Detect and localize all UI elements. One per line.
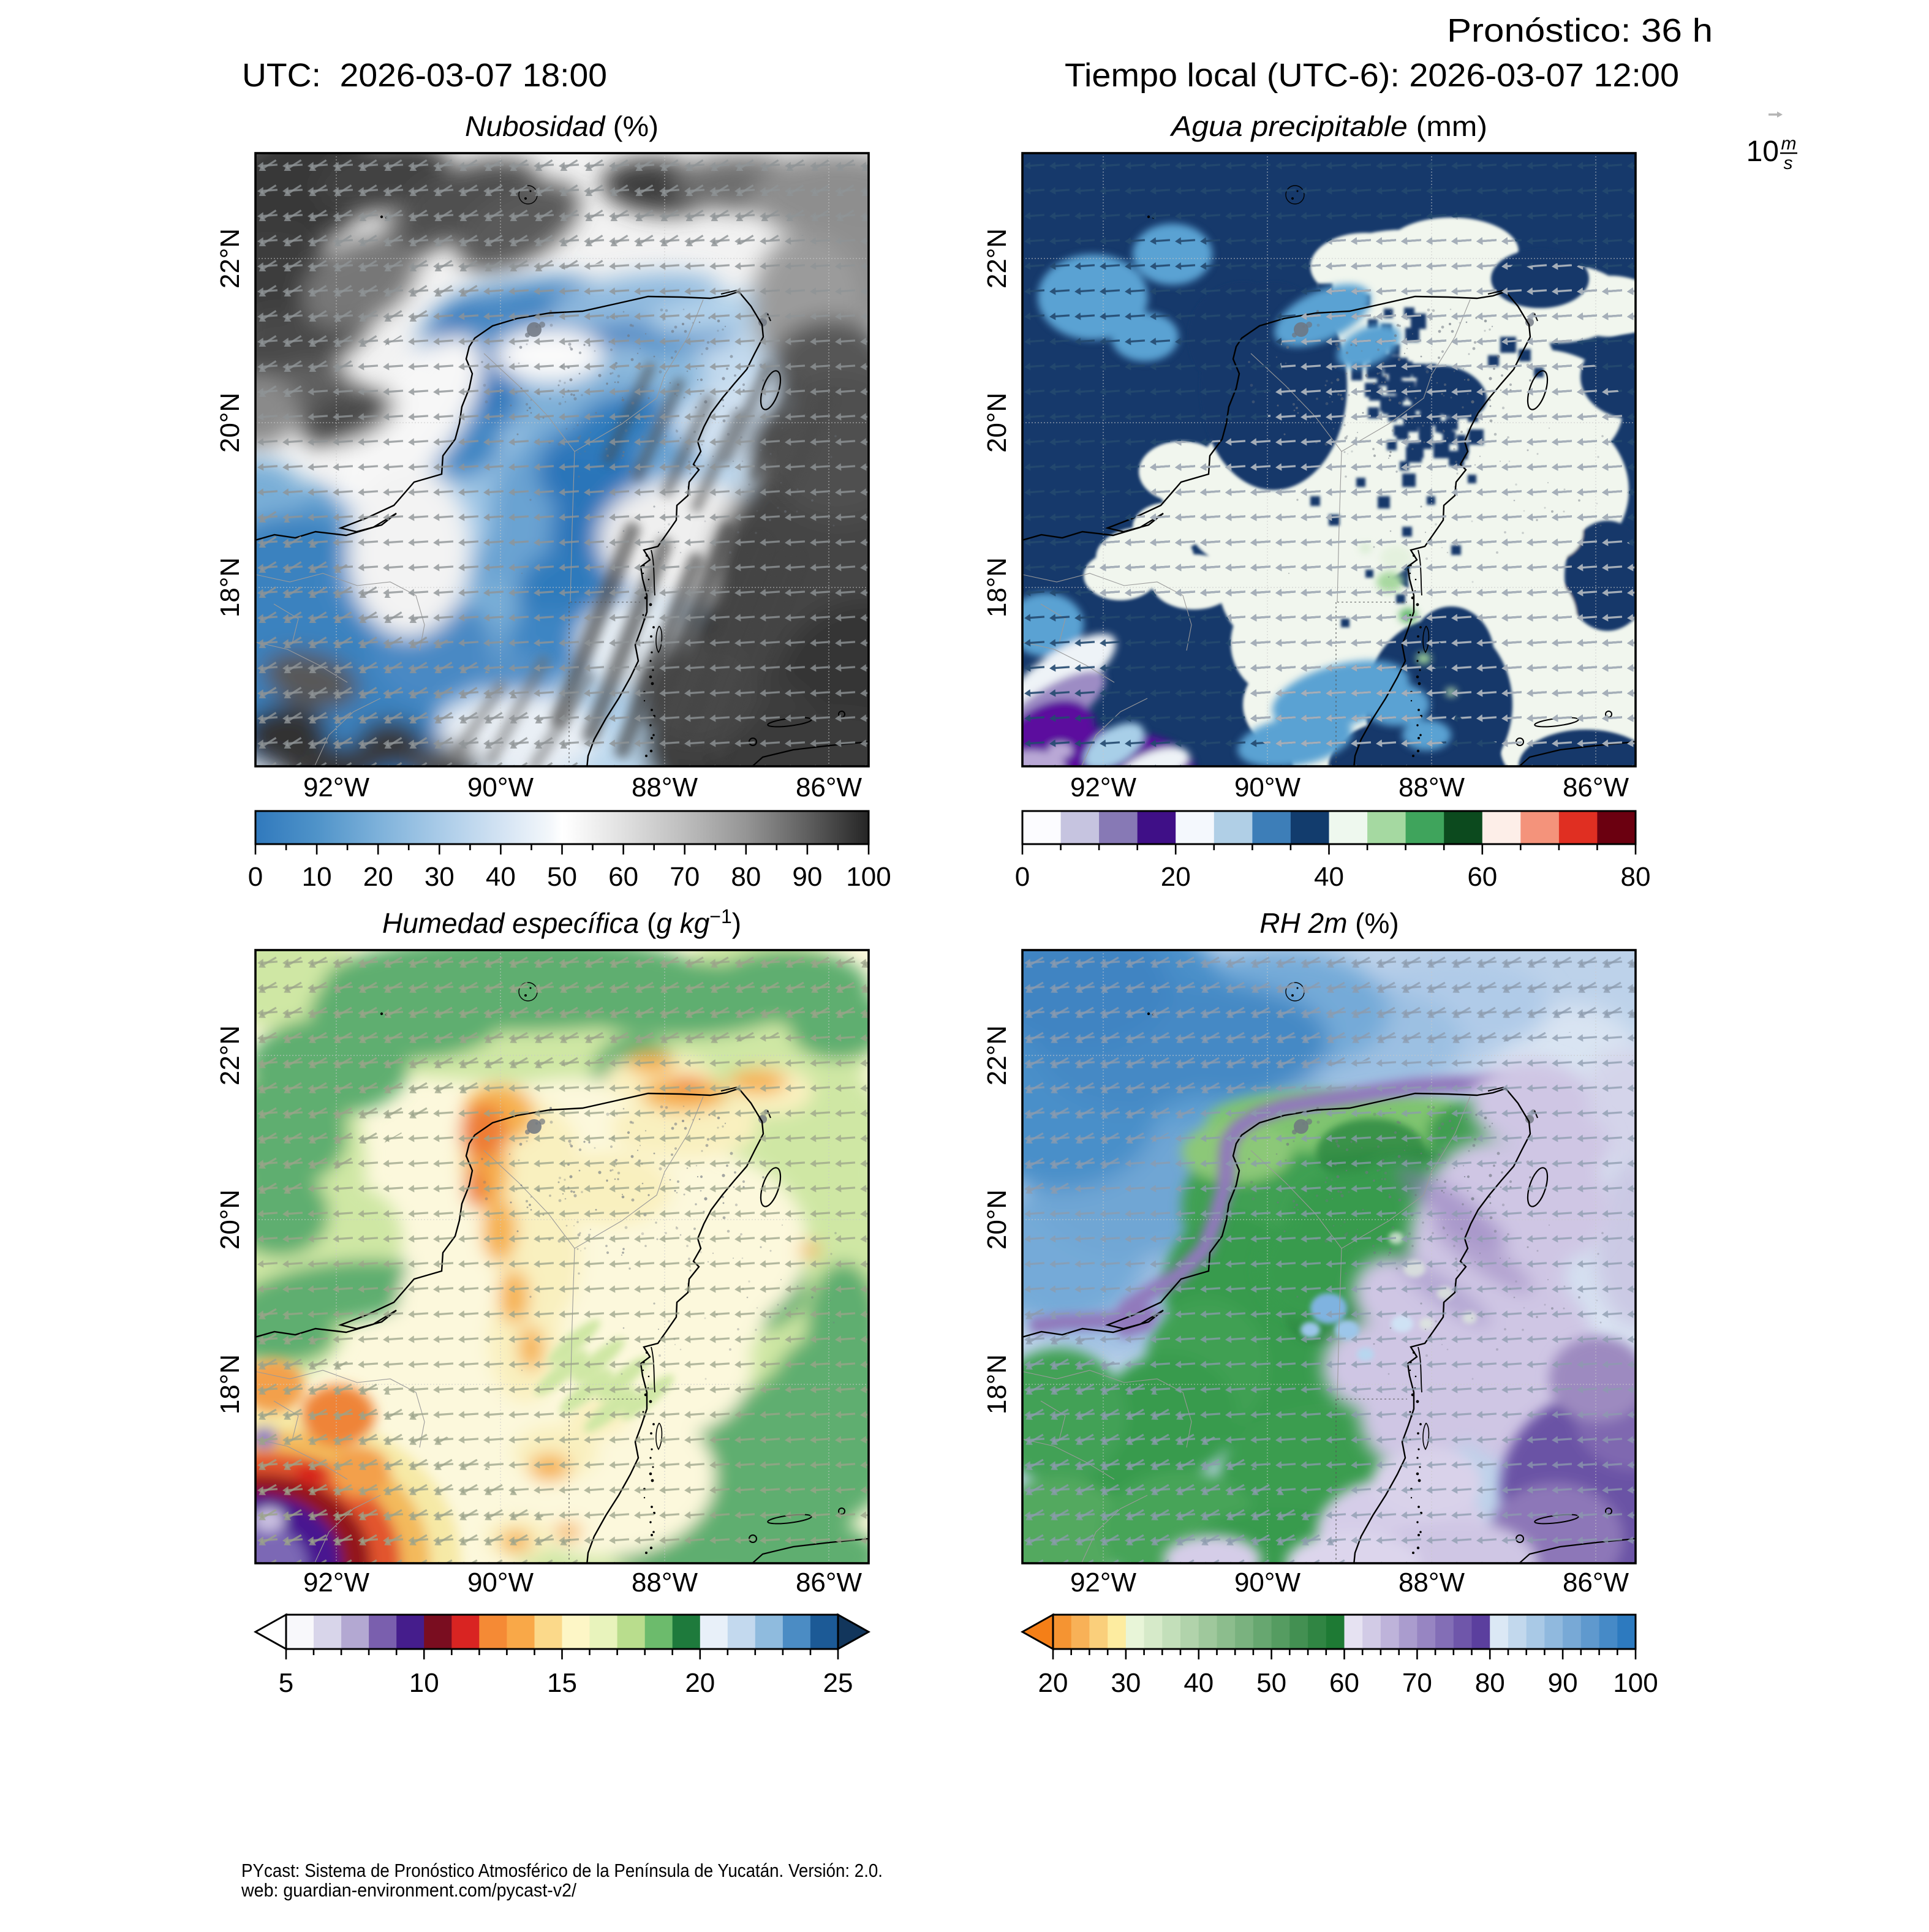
svg-text:20: 20	[363, 862, 393, 892]
svg-text:86°W: 86°W	[796, 772, 863, 802]
svg-text:92°W: 92°W	[1070, 772, 1137, 802]
svg-text:PYcast: Sistema de Pronóstico: PYcast: Sistema de Pronóstico Atmosféric…	[241, 1860, 883, 1881]
svg-text:s: s	[1784, 153, 1793, 173]
svg-text:80: 80	[731, 862, 761, 892]
svg-text:Tiempo local (UTC-6): 2026-03-: Tiempo local (UTC-6): 2026-03-07 12:00	[1065, 57, 1679, 94]
svg-text:80: 80	[1621, 862, 1651, 892]
svg-text:20°N: 20°N	[215, 1190, 245, 1250]
svg-text:40: 40	[1183, 1668, 1214, 1698]
svg-text:88°W: 88°W	[632, 772, 698, 802]
svg-text:90: 90	[1548, 1668, 1578, 1698]
svg-text:40: 40	[486, 862, 516, 892]
svg-text:60: 60	[1329, 1668, 1359, 1698]
svg-text:70: 70	[1402, 1668, 1432, 1698]
svg-text:90°W: 90°W	[1234, 1568, 1301, 1598]
svg-text:Humedad específica (g kg−1): Humedad específica (g kg−1)	[382, 905, 741, 939]
svg-text:20°N: 20°N	[982, 393, 1012, 453]
svg-text:Pronóstico: 36 h: Pronóstico: 36 h	[1447, 12, 1713, 49]
svg-text:60: 60	[608, 862, 638, 892]
svg-text:18°N: 18°N	[215, 1354, 245, 1414]
svg-text:90°W: 90°W	[467, 772, 534, 802]
svg-text:86°W: 86°W	[1563, 1568, 1629, 1598]
svg-text:20°N: 20°N	[982, 1190, 1012, 1250]
svg-text:88°W: 88°W	[1399, 1568, 1465, 1598]
svg-text:25: 25	[823, 1668, 853, 1698]
svg-text:70: 70	[670, 862, 700, 892]
svg-text:100: 100	[1613, 1668, 1658, 1698]
svg-text:22°N: 22°N	[982, 228, 1012, 289]
svg-text:20: 20	[1161, 862, 1191, 892]
svg-text:88°W: 88°W	[632, 1568, 698, 1598]
svg-text:10: 10	[409, 1668, 439, 1698]
svg-text:100: 100	[846, 862, 891, 892]
svg-text:80: 80	[1475, 1668, 1505, 1698]
svg-text:Agua precipitable (mm): Agua precipitable (mm)	[1169, 110, 1487, 142]
svg-text:0: 0	[248, 862, 263, 892]
svg-text:20: 20	[685, 1668, 715, 1698]
svg-text:22°N: 22°N	[982, 1025, 1012, 1085]
svg-text:web: guardian-environment.com/: web: guardian-environment.com/pycast-v2/	[241, 1879, 576, 1901]
svg-text:86°W: 86°W	[796, 1568, 863, 1598]
svg-text:22°N: 22°N	[215, 1025, 245, 1085]
svg-text:50: 50	[547, 862, 577, 892]
svg-text:90°W: 90°W	[1234, 772, 1301, 802]
svg-text:86°W: 86°W	[1563, 772, 1629, 802]
svg-text:10: 10	[302, 862, 332, 892]
svg-text:18°N: 18°N	[982, 1354, 1012, 1414]
svg-text:90°W: 90°W	[467, 1568, 534, 1598]
svg-text:92°W: 92°W	[1070, 1568, 1137, 1598]
svg-text:5: 5	[279, 1668, 293, 1698]
svg-text:m: m	[1781, 134, 1797, 154]
svg-text:60: 60	[1467, 862, 1497, 892]
svg-text:92°W: 92°W	[303, 1568, 370, 1598]
svg-text:20°N: 20°N	[215, 393, 245, 453]
svg-text:40: 40	[1314, 862, 1344, 892]
svg-text:50: 50	[1256, 1668, 1286, 1698]
svg-text:0: 0	[1015, 862, 1030, 892]
svg-text:20: 20	[1038, 1668, 1068, 1698]
svg-text:18°N: 18°N	[982, 557, 1012, 617]
svg-text:18°N: 18°N	[215, 557, 245, 617]
svg-text:10: 10	[1746, 135, 1779, 168]
svg-text:92°W: 92°W	[303, 772, 370, 802]
svg-text:88°W: 88°W	[1399, 772, 1465, 802]
svg-text:15: 15	[547, 1668, 577, 1698]
svg-text:UTC: 2026-03-07 18:00: UTC: 2026-03-07 18:00	[242, 57, 607, 94]
svg-text:30: 30	[1111, 1668, 1141, 1698]
svg-text:30: 30	[425, 862, 455, 892]
svg-text:RH 2m (%): RH 2m (%)	[1259, 907, 1399, 939]
svg-text:90: 90	[792, 862, 822, 892]
svg-text:22°N: 22°N	[215, 228, 245, 289]
svg-text:Nubosidad (%): Nubosidad (%)	[465, 110, 659, 142]
